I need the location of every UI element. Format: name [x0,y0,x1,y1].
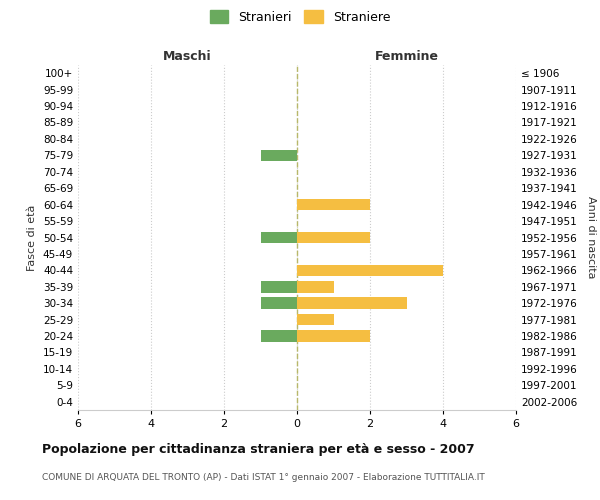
Y-axis label: Anni di nascita: Anni di nascita [586,196,596,279]
Bar [297,330,370,342]
Bar [260,232,297,243]
Bar [260,281,297,292]
Bar [260,150,297,161]
Bar [297,298,407,309]
Bar [297,264,443,276]
Text: Popolazione per cittadinanza straniera per età e sesso - 2007: Popolazione per cittadinanza straniera p… [42,442,475,456]
Legend: Stranieri, Straniere: Stranieri, Straniere [206,6,394,28]
Text: Femmine: Femmine [374,50,439,62]
Bar [297,281,334,292]
Bar [260,298,297,309]
Bar [260,330,297,342]
Bar [297,314,334,326]
Bar [297,199,370,210]
Text: Maschi: Maschi [163,50,212,62]
Text: COMUNE DI ARQUATA DEL TRONTO (AP) - Dati ISTAT 1° gennaio 2007 - Elaborazione TU: COMUNE DI ARQUATA DEL TRONTO (AP) - Dati… [42,472,485,482]
Bar [297,232,370,243]
Y-axis label: Fasce di età: Fasce di età [28,204,37,270]
